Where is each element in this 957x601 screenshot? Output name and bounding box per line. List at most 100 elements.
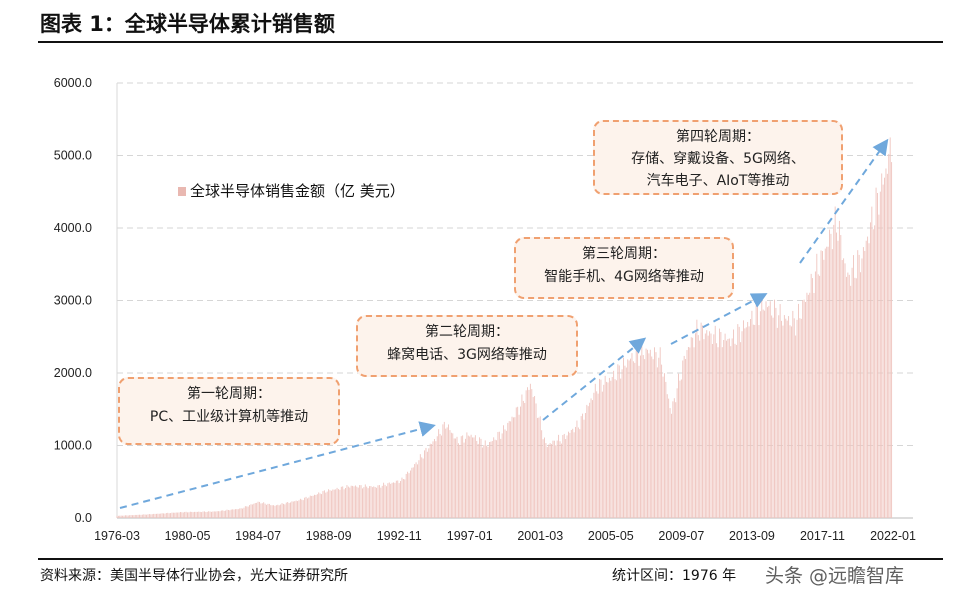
- bar: [232, 509, 234, 518]
- figure-title: 图表 1：全球半导体累计销售额: [40, 12, 335, 36]
- bar: [606, 381, 608, 518]
- bar: [802, 300, 804, 518]
- bar: [280, 504, 282, 518]
- bar: [160, 513, 162, 518]
- bar: [761, 297, 763, 518]
- bar: [462, 435, 464, 518]
- bar: [858, 254, 860, 518]
- bar: [539, 416, 541, 518]
- bar: [370, 486, 372, 518]
- bar: [181, 512, 183, 518]
- bar: [445, 428, 447, 518]
- bar: [772, 317, 774, 518]
- bar: [649, 349, 651, 518]
- bar: [192, 512, 194, 518]
- bar: [486, 445, 488, 518]
- bar: [651, 356, 653, 518]
- bar: [422, 458, 424, 518]
- bar: [733, 329, 735, 518]
- bar: [510, 421, 512, 518]
- bar: [750, 319, 751, 518]
- bar: [737, 324, 739, 518]
- x-tick-label: 2022-01: [870, 529, 916, 543]
- bar: [301, 499, 303, 518]
- bar: [414, 464, 416, 518]
- bar: [637, 350, 639, 518]
- bar: [409, 470, 411, 518]
- bar: [116, 515, 118, 518]
- bar: [675, 402, 677, 518]
- bar: [139, 514, 140, 518]
- bar: [194, 511, 196, 518]
- bar: [275, 505, 277, 518]
- bar: [196, 511, 198, 518]
- bar: [683, 355, 685, 518]
- bar: [855, 278, 857, 518]
- bar: [133, 515, 135, 518]
- bar: [432, 441, 434, 518]
- bar: [672, 401, 674, 518]
- bar: [376, 487, 378, 518]
- bar: [211, 511, 212, 518]
- bar: [878, 214, 880, 518]
- x-tick-label: 2017-11: [800, 529, 845, 543]
- bar: [625, 367, 627, 518]
- bar: [175, 512, 177, 518]
- bar: [663, 373, 665, 518]
- bar: [484, 440, 486, 518]
- bar: [831, 249, 833, 518]
- bar: [377, 485, 379, 518]
- bar: [727, 338, 729, 518]
- bar: [314, 494, 315, 518]
- x-tick-label: 2005-05: [588, 529, 634, 543]
- y-tick-label: 3000.0: [54, 294, 92, 308]
- bar: [123, 515, 125, 518]
- source-note: 资料来源：美国半导体行业协会，光大证券研究所: [40, 568, 348, 584]
- bar: [881, 173, 883, 518]
- bar: [391, 482, 393, 518]
- bar: [704, 333, 706, 518]
- bar: [656, 367, 658, 518]
- bar: [349, 487, 351, 518]
- bar: [172, 512, 174, 518]
- bar: [321, 494, 322, 518]
- bar: [285, 502, 287, 518]
- bar: [788, 316, 790, 518]
- bar: [367, 488, 369, 518]
- bar: [779, 304, 781, 518]
- bar: [800, 318, 802, 518]
- bar: [291, 501, 293, 518]
- bar: [335, 489, 337, 518]
- bar: [247, 506, 249, 518]
- bar: [421, 457, 423, 518]
- bar: [558, 434, 560, 518]
- bar: [721, 347, 723, 518]
- bar: [453, 438, 455, 518]
- bar: [843, 258, 845, 518]
- bar: [822, 251, 823, 518]
- bar: [620, 378, 622, 518]
- bar: [613, 370, 615, 518]
- bar: [710, 333, 712, 518]
- bar: [378, 485, 380, 518]
- y-tick-label: 0.0: [75, 511, 92, 525]
- bar: [744, 328, 746, 518]
- bar: [512, 417, 514, 518]
- bar: [628, 360, 630, 518]
- bar: [137, 514, 139, 518]
- bar: [161, 513, 163, 518]
- bar: [730, 346, 732, 518]
- bar: [233, 509, 235, 518]
- bar: [524, 402, 526, 518]
- x-tick-label: 1984-07: [235, 529, 281, 543]
- bar: [552, 440, 554, 518]
- bar: [682, 360, 684, 518]
- bar: [544, 437, 545, 518]
- legend-swatch: [178, 187, 186, 196]
- bar: [618, 365, 620, 518]
- bar: [153, 513, 155, 518]
- bar: [840, 235, 842, 518]
- bar: [566, 435, 568, 518]
- bar: [615, 380, 617, 518]
- bar: [693, 347, 695, 518]
